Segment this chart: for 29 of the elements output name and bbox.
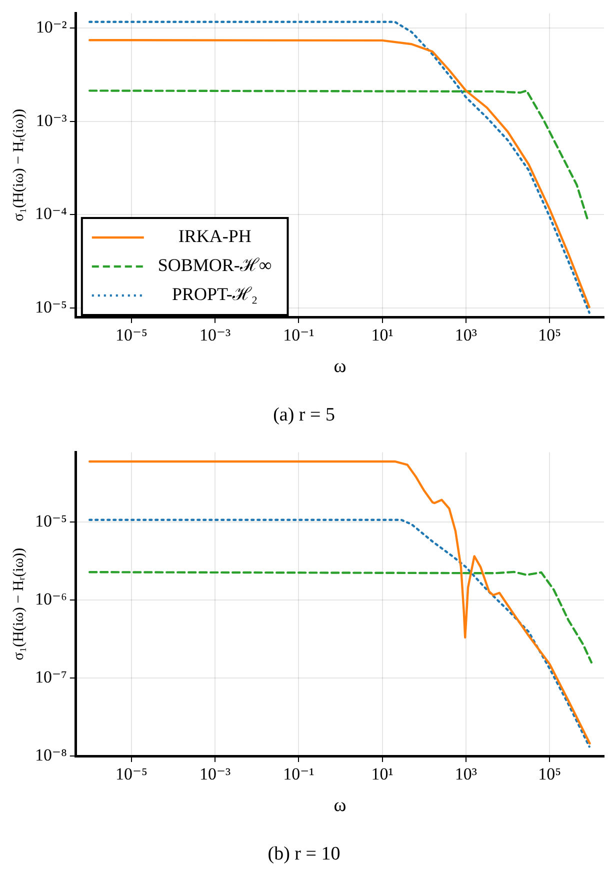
x-axis-title: ω bbox=[334, 356, 346, 377]
y-tick-label: 10⁻⁶ bbox=[34, 589, 67, 608]
x-tick-label: 10¹ bbox=[371, 326, 394, 345]
x-tick-label: 10⁻³ bbox=[200, 764, 231, 784]
x-axis-title: ω bbox=[334, 794, 346, 816]
y-tick-label: 10⁻⁸ bbox=[34, 745, 67, 764]
y-axis-title: σ₁(H(iω) − Hᵣ(iω)) bbox=[10, 548, 27, 660]
x-tick-label: 10⁵ bbox=[538, 764, 562, 784]
x-tick-label: 10⁵ bbox=[538, 326, 562, 345]
y-tick-label: 10⁻⁷ bbox=[34, 667, 67, 686]
x-tick-label: 10¹ bbox=[371, 764, 394, 784]
x-tick-label: 10³ bbox=[454, 764, 478, 784]
x-tick-label: 10⁻¹ bbox=[283, 326, 314, 345]
y-tick-label: 10⁻⁵ bbox=[34, 511, 67, 530]
x-tick-label: 10⁻⁵ bbox=[115, 326, 148, 345]
x-tick-label: 10⁻⁵ bbox=[115, 764, 148, 784]
y-tick-label: 10⁻³ bbox=[36, 110, 67, 130]
text: (b) r = 10 bbox=[268, 844, 340, 865]
x-tick-label: 10⁻¹ bbox=[283, 764, 314, 784]
legend-label: IRKA-PH bbox=[178, 226, 252, 246]
x-tick-label: 10⁻³ bbox=[200, 326, 231, 345]
y-tick-label: 10⁻⁵ bbox=[34, 297, 67, 316]
y-axis-title: σ₁(H(iω) − Hᵣ(iω)) bbox=[10, 108, 27, 222]
legend-label: SOBMOR-ℋ∞ bbox=[158, 255, 272, 276]
legend-label: PROPT-ℋ₂ bbox=[172, 284, 258, 304]
y-tick-label: 10⁻⁴ bbox=[34, 204, 67, 224]
y-tick-label: 10⁻² bbox=[36, 18, 67, 37]
text: (a) r = 5 bbox=[273, 404, 335, 426]
x-tick-label: 10³ bbox=[454, 326, 478, 345]
